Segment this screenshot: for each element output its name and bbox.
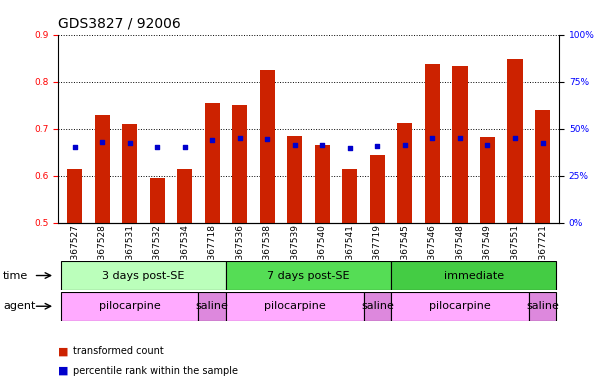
Bar <box>535 110 550 223</box>
Point <box>373 143 382 149</box>
Bar <box>226 292 364 321</box>
Bar <box>226 261 391 290</box>
Point <box>538 140 547 146</box>
Bar <box>391 292 529 321</box>
Bar <box>287 136 302 223</box>
Bar <box>315 145 330 223</box>
Text: GDS3827 / 92006: GDS3827 / 92006 <box>58 17 181 31</box>
Bar <box>199 292 226 321</box>
Bar <box>177 169 192 223</box>
Text: saline: saline <box>196 301 229 311</box>
Bar <box>370 156 385 223</box>
Text: immediate: immediate <box>444 270 504 281</box>
Text: time: time <box>3 270 28 281</box>
Text: saline: saline <box>361 301 394 311</box>
Bar <box>452 66 467 223</box>
Bar <box>122 124 137 223</box>
Point <box>70 144 79 151</box>
Point <box>510 135 520 141</box>
Point <box>483 142 492 148</box>
Bar <box>425 64 440 223</box>
Point <box>152 144 162 151</box>
Text: saline: saline <box>526 301 559 311</box>
Text: 3 days post-SE: 3 days post-SE <box>102 270 185 281</box>
Bar <box>508 59 522 223</box>
Bar <box>205 103 220 223</box>
Point <box>290 142 299 148</box>
Point <box>207 137 217 144</box>
Text: agent: agent <box>3 301 35 311</box>
Bar <box>480 137 495 223</box>
Text: pilocarpine: pilocarpine <box>264 301 326 311</box>
Bar <box>232 105 247 223</box>
Bar <box>529 292 556 321</box>
Bar <box>150 178 165 223</box>
Bar <box>61 261 226 290</box>
Text: ■: ■ <box>58 366 68 376</box>
Point <box>345 145 355 151</box>
Point <box>97 139 107 145</box>
Point <box>318 142 327 148</box>
Point <box>400 142 410 148</box>
Bar <box>397 122 412 223</box>
Bar <box>61 292 199 321</box>
Bar <box>260 70 275 223</box>
Text: pilocarpine: pilocarpine <box>429 301 491 311</box>
Bar <box>391 261 556 290</box>
Point <box>262 136 272 142</box>
Text: 7 days post-SE: 7 days post-SE <box>267 270 350 281</box>
Text: percentile rank within the sample: percentile rank within the sample <box>73 366 238 376</box>
Point <box>428 135 437 141</box>
Text: pilocarpine: pilocarpine <box>99 301 161 311</box>
Point <box>180 144 189 151</box>
Point <box>455 135 465 141</box>
Text: transformed count: transformed count <box>73 346 164 356</box>
Bar <box>95 114 109 223</box>
Bar <box>364 292 391 321</box>
Text: ■: ■ <box>58 346 68 356</box>
Point <box>125 140 134 146</box>
Bar <box>67 169 82 223</box>
Point <box>235 135 244 141</box>
Bar <box>342 169 357 223</box>
